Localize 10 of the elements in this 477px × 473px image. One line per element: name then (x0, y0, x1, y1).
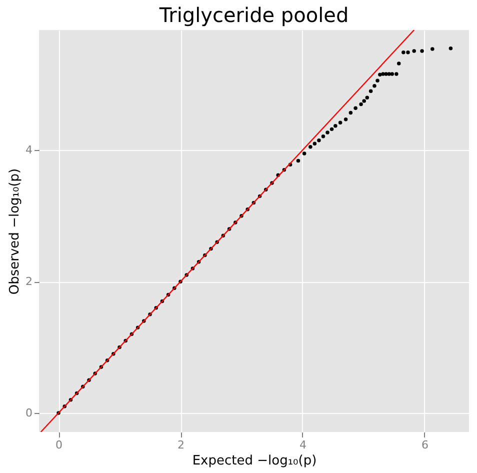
y-tick-label: 0 (26, 406, 32, 420)
y-tick-label: 4 (26, 144, 32, 157)
x-tick-label: 2 (178, 438, 185, 452)
y-axis-title: Observed −log₁₀(p) (8, 168, 22, 295)
x-axis-title: Expected −log₁₀(p) (192, 454, 317, 468)
chart-title: Triglyceride pooled (158, 3, 349, 27)
x-tick-label: 4 (299, 438, 306, 452)
x-tick-label: 6 (421, 438, 428, 452)
x-tick-label: 0 (56, 438, 63, 452)
y-tick-label: 2 (26, 275, 32, 288)
